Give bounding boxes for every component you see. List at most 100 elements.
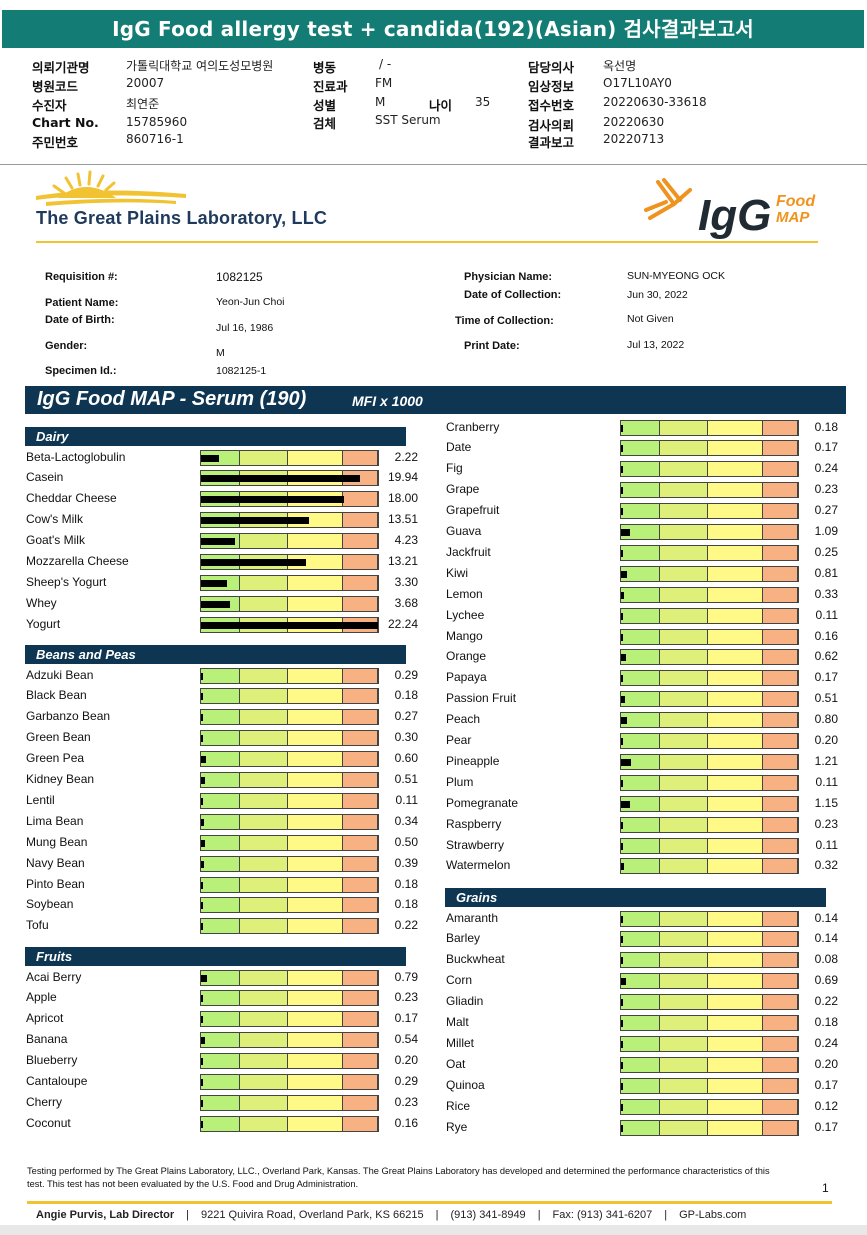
physician-label: Physician Name: bbox=[464, 271, 553, 283]
bar-zone bbox=[660, 1120, 708, 1135]
bar-zone bbox=[240, 668, 288, 683]
bar-fill bbox=[621, 957, 623, 965]
logo-food-text: Food bbox=[776, 193, 816, 210]
bar-zone bbox=[708, 734, 763, 748]
bar-fill bbox=[621, 654, 626, 662]
result-value: 13.51 bbox=[387, 512, 418, 527]
report-header: 의뢰기관명 가톨릭대학교 여의도성모병원 병원코드 20007 수진자 최연준 … bbox=[0, 54, 867, 166]
bar-zone bbox=[708, 441, 763, 456]
result-bar bbox=[620, 910, 799, 927]
bar-zone bbox=[660, 566, 708, 581]
bar-zone bbox=[621, 1078, 660, 1093]
food-name: Lychee bbox=[446, 607, 485, 622]
food-name: Pear bbox=[446, 733, 472, 747]
bar-zone bbox=[708, 504, 763, 519]
bar-zone bbox=[201, 689, 240, 704]
result-value: 0.17 bbox=[394, 1011, 418, 1026]
bar-fill bbox=[201, 579, 228, 587]
food-name: Apple bbox=[26, 990, 57, 1005]
result-bar bbox=[200, 1053, 379, 1070]
bar-zone bbox=[708, 462, 763, 477]
bar-zone bbox=[288, 814, 343, 829]
bar-zone bbox=[240, 793, 288, 808]
bar-zone bbox=[763, 608, 798, 623]
bar-zone bbox=[240, 534, 288, 549]
food-name: Grape bbox=[446, 482, 480, 497]
bar-zone bbox=[708, 650, 763, 665]
result-bar bbox=[200, 595, 379, 612]
report-title: IgG Food allergy test + candida(192)(Asi… bbox=[2, 10, 864, 48]
header-label: 의뢰기관명 bbox=[32, 60, 90, 75]
header-value: SST Serum bbox=[375, 113, 441, 127]
result-row: Date 0.17 bbox=[446, 438, 838, 459]
food-name: Goat's Milk bbox=[26, 533, 85, 548]
bar-zone bbox=[763, 525, 798, 539]
bar-zone bbox=[621, 462, 660, 477]
bar-zone bbox=[201, 773, 240, 787]
food-name: Cheddar Cheese bbox=[26, 491, 117, 506]
bar-zone bbox=[621, 796, 660, 811]
food-name: Rye bbox=[446, 1119, 468, 1134]
bar-zone bbox=[288, 919, 343, 934]
print-date-label: Print Date: bbox=[464, 340, 520, 352]
print-date-value: Jul 13, 2022 bbox=[627, 339, 685, 351]
bar-zone bbox=[660, 911, 708, 926]
bar-fill bbox=[201, 860, 205, 868]
result-value: 3.68 bbox=[394, 595, 418, 610]
bar-zone bbox=[708, 1036, 763, 1051]
result-row: Blueberry 0.20 bbox=[26, 1051, 418, 1072]
bar-zone bbox=[763, 462, 798, 477]
result-row: Acai Berry 0.79 bbox=[26, 968, 418, 989]
bar-zone bbox=[288, 534, 343, 549]
result-value: 2.22 bbox=[394, 449, 418, 464]
result-bar bbox=[620, 816, 799, 833]
bar-zone bbox=[660, 974, 708, 989]
result-value: 0.34 bbox=[394, 813, 418, 828]
result-bar bbox=[200, 897, 379, 914]
result-bar bbox=[620, 1119, 799, 1136]
header-label: 진료과 bbox=[313, 79, 348, 94]
result-value: 1.15 bbox=[814, 795, 838, 810]
bar-zone bbox=[621, 545, 660, 560]
header-value: O17L10AY0 bbox=[603, 76, 672, 90]
bar-zone bbox=[763, 932, 798, 947]
result-bar bbox=[620, 837, 799, 854]
bar-zone bbox=[240, 1095, 288, 1110]
result-row: Millet 0.24 bbox=[446, 1034, 838, 1055]
result-value: 0.18 bbox=[394, 897, 418, 912]
result-row: Lima Bean 0.34 bbox=[26, 812, 418, 833]
panel-title-bar: IgG Food MAP - Serum (190) MFI x 1000 bbox=[25, 386, 846, 414]
bar-fill bbox=[621, 1061, 623, 1069]
food-name: Watermelon bbox=[446, 858, 511, 873]
food-name: Millet bbox=[446, 1035, 475, 1050]
bar-zone bbox=[660, 1016, 708, 1030]
specimen-value: 1082125-1 bbox=[216, 365, 267, 377]
bar-zone bbox=[343, 835, 378, 850]
result-row: Casein 19.94 bbox=[26, 468, 418, 489]
food-name: Orange bbox=[446, 649, 487, 664]
result-row: Adzuki Bean 0.29 bbox=[26, 666, 418, 687]
food-name: Navy Bean bbox=[26, 855, 85, 870]
bar-fill bbox=[201, 1099, 203, 1107]
result-row: Strawberry 0.11 bbox=[446, 836, 838, 857]
bar-fill bbox=[201, 517, 309, 525]
result-bar bbox=[620, 973, 799, 990]
result-value: 0.17 bbox=[814, 670, 838, 685]
result-bar bbox=[620, 419, 799, 436]
bar-zone bbox=[708, 838, 763, 853]
bar-zone bbox=[201, 898, 240, 913]
bar-zone bbox=[708, 545, 763, 560]
food-name: Cantaloupe bbox=[26, 1074, 88, 1088]
result-value: 0.29 bbox=[394, 667, 418, 682]
bar-zone bbox=[621, 1120, 660, 1135]
bar-fill bbox=[621, 529, 630, 536]
bar-zone bbox=[240, 752, 288, 767]
bar-zone bbox=[343, 668, 378, 683]
food-name: Tofu bbox=[26, 918, 49, 933]
result-bar bbox=[200, 855, 379, 872]
header-label: 담당의사 bbox=[528, 60, 575, 75]
result-bar bbox=[200, 876, 379, 893]
bar-zone bbox=[621, 713, 660, 728]
result-bar bbox=[620, 774, 799, 791]
result-row: Passion Fruit 0.51 bbox=[446, 689, 838, 710]
